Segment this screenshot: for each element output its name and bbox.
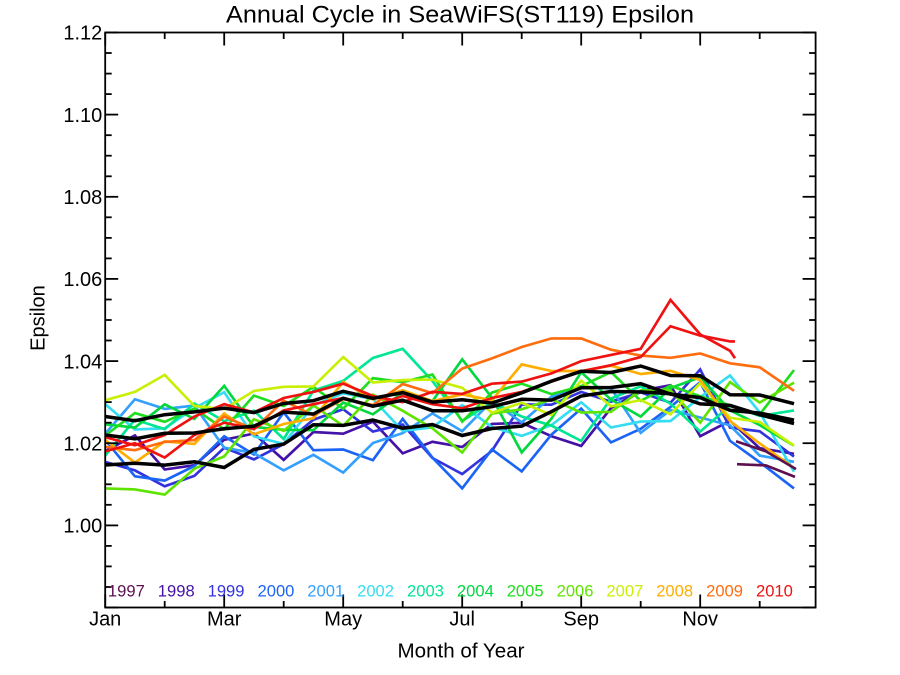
svg-text:Mar: Mar (207, 609, 242, 631)
svg-text:Annual Cycle in SeaWiFS(ST119): Annual Cycle in SeaWiFS(ST119) Epsilon (226, 2, 694, 29)
svg-text:1.04: 1.04 (63, 351, 102, 373)
svg-text:Jul: Jul (449, 609, 475, 631)
svg-text:2009: 2009 (706, 582, 743, 601)
svg-text:1.06: 1.06 (63, 269, 102, 291)
svg-text:Sep: Sep (563, 609, 599, 631)
svg-text:2006: 2006 (557, 582, 594, 601)
svg-text:Jan: Jan (89, 609, 121, 631)
svg-text:1.08: 1.08 (63, 187, 102, 209)
svg-text:2000: 2000 (258, 582, 295, 601)
svg-text:1.02: 1.02 (63, 433, 102, 455)
svg-text:2010: 2010 (756, 582, 793, 601)
svg-text:1999: 1999 (208, 582, 245, 601)
svg-text:1997: 1997 (108, 582, 145, 601)
svg-text:2007: 2007 (606, 582, 643, 601)
svg-text:2002: 2002 (357, 582, 394, 601)
svg-text:1.00: 1.00 (63, 516, 102, 538)
svg-text:Month of Year: Month of Year (398, 641, 525, 663)
svg-text:1.10: 1.10 (63, 105, 102, 127)
svg-text:2004: 2004 (457, 582, 494, 601)
svg-text:Nov: Nov (682, 609, 718, 631)
svg-text:2008: 2008 (656, 582, 693, 601)
svg-text:Epsilon: Epsilon (28, 285, 50, 351)
svg-text:1998: 1998 (158, 582, 195, 601)
svg-text:2005: 2005 (507, 582, 544, 601)
svg-text:2001: 2001 (307, 582, 344, 601)
svg-text:2003: 2003 (407, 582, 444, 601)
svg-text:May: May (324, 609, 362, 631)
svg-text:1.12: 1.12 (63, 23, 102, 45)
